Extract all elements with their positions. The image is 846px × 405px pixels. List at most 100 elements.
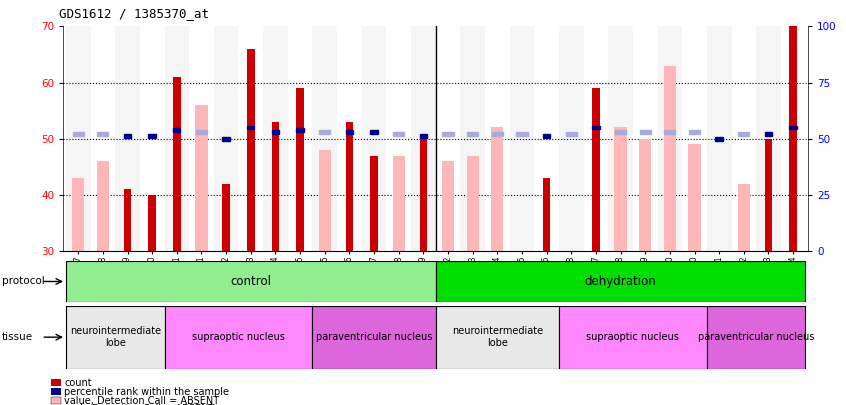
Bar xyxy=(72,178,85,251)
Text: paraventricular nucleus: paraventricular nucleus xyxy=(316,332,432,342)
Bar xyxy=(442,161,454,251)
Bar xyxy=(689,144,700,251)
Bar xyxy=(91,26,115,251)
Bar xyxy=(781,26,805,251)
Bar xyxy=(337,26,362,251)
Bar xyxy=(559,306,707,369)
Bar xyxy=(420,134,427,139)
Text: supraoptic nucleus: supraoptic nucleus xyxy=(586,332,679,342)
Bar xyxy=(190,26,214,251)
Bar xyxy=(173,128,180,132)
Bar xyxy=(543,178,550,251)
Bar xyxy=(535,26,559,251)
Bar xyxy=(173,77,180,251)
Bar xyxy=(222,137,230,141)
Bar xyxy=(739,132,750,136)
Bar xyxy=(346,122,353,251)
Bar xyxy=(664,130,675,134)
Bar xyxy=(411,26,436,251)
Bar xyxy=(164,306,312,369)
Bar xyxy=(436,26,460,251)
Bar xyxy=(657,26,682,251)
Bar xyxy=(263,26,288,251)
Bar xyxy=(509,26,535,251)
Bar xyxy=(789,126,797,130)
Bar xyxy=(516,132,528,136)
Bar xyxy=(288,26,312,251)
Bar xyxy=(765,139,772,251)
Bar xyxy=(247,49,255,251)
Bar xyxy=(312,306,436,369)
Bar xyxy=(716,137,722,141)
Bar xyxy=(312,26,337,251)
Bar xyxy=(195,105,207,251)
Bar xyxy=(66,306,164,369)
Bar xyxy=(436,306,559,369)
Bar xyxy=(140,26,164,251)
Text: tissue: tissue xyxy=(2,332,33,342)
Bar xyxy=(393,156,405,251)
Bar xyxy=(707,26,732,251)
Bar xyxy=(66,26,91,251)
Bar xyxy=(467,132,478,136)
Bar xyxy=(566,132,577,136)
Bar xyxy=(420,139,427,251)
Bar xyxy=(66,261,436,302)
Bar xyxy=(272,130,279,134)
Bar xyxy=(115,26,140,251)
Bar xyxy=(707,306,805,369)
Bar xyxy=(592,88,600,251)
Bar xyxy=(124,134,131,139)
Bar xyxy=(559,26,584,251)
Text: value, Detection Call = ABSENT: value, Detection Call = ABSENT xyxy=(64,396,219,405)
Bar xyxy=(164,26,190,251)
Text: percentile rank within the sample: percentile rank within the sample xyxy=(64,387,229,396)
Bar xyxy=(97,132,108,136)
Text: GDS1612 / 1385370_at: GDS1612 / 1385370_at xyxy=(59,7,209,20)
Bar xyxy=(124,189,131,251)
Bar xyxy=(466,156,479,251)
Bar xyxy=(682,26,707,251)
Bar xyxy=(442,132,453,136)
Bar xyxy=(615,130,626,134)
Bar xyxy=(492,128,503,251)
Bar xyxy=(319,130,330,134)
Text: control: control xyxy=(230,275,272,288)
Text: protocol: protocol xyxy=(2,277,45,286)
Bar xyxy=(608,26,633,251)
Bar xyxy=(485,26,509,251)
Bar xyxy=(584,26,608,251)
Bar xyxy=(247,126,255,130)
Bar xyxy=(214,26,239,251)
Text: neurointermediate
lobe: neurointermediate lobe xyxy=(452,326,543,348)
Bar xyxy=(732,26,756,251)
Bar xyxy=(272,122,279,251)
Text: paraventricular nucleus: paraventricular nucleus xyxy=(698,332,815,342)
Bar xyxy=(239,26,263,251)
Bar xyxy=(148,134,156,139)
Text: supraoptic nucleus: supraoptic nucleus xyxy=(192,332,285,342)
Bar xyxy=(756,26,781,251)
Text: count: count xyxy=(64,378,92,388)
Bar xyxy=(73,132,84,136)
Bar xyxy=(765,132,772,136)
Bar xyxy=(96,161,109,251)
Bar xyxy=(492,132,503,136)
Bar xyxy=(565,251,578,318)
Bar xyxy=(664,66,676,251)
Bar xyxy=(543,134,550,139)
Bar xyxy=(789,26,797,251)
Bar xyxy=(689,130,700,134)
Bar xyxy=(716,251,722,307)
Bar xyxy=(639,139,651,251)
Bar xyxy=(296,128,304,132)
Bar xyxy=(614,128,627,251)
Bar xyxy=(319,150,331,251)
Bar xyxy=(371,130,377,134)
Bar xyxy=(222,184,230,251)
Bar xyxy=(640,130,651,134)
Bar xyxy=(633,26,657,251)
Bar xyxy=(393,132,404,136)
Bar xyxy=(436,261,805,302)
Bar xyxy=(387,26,411,251)
